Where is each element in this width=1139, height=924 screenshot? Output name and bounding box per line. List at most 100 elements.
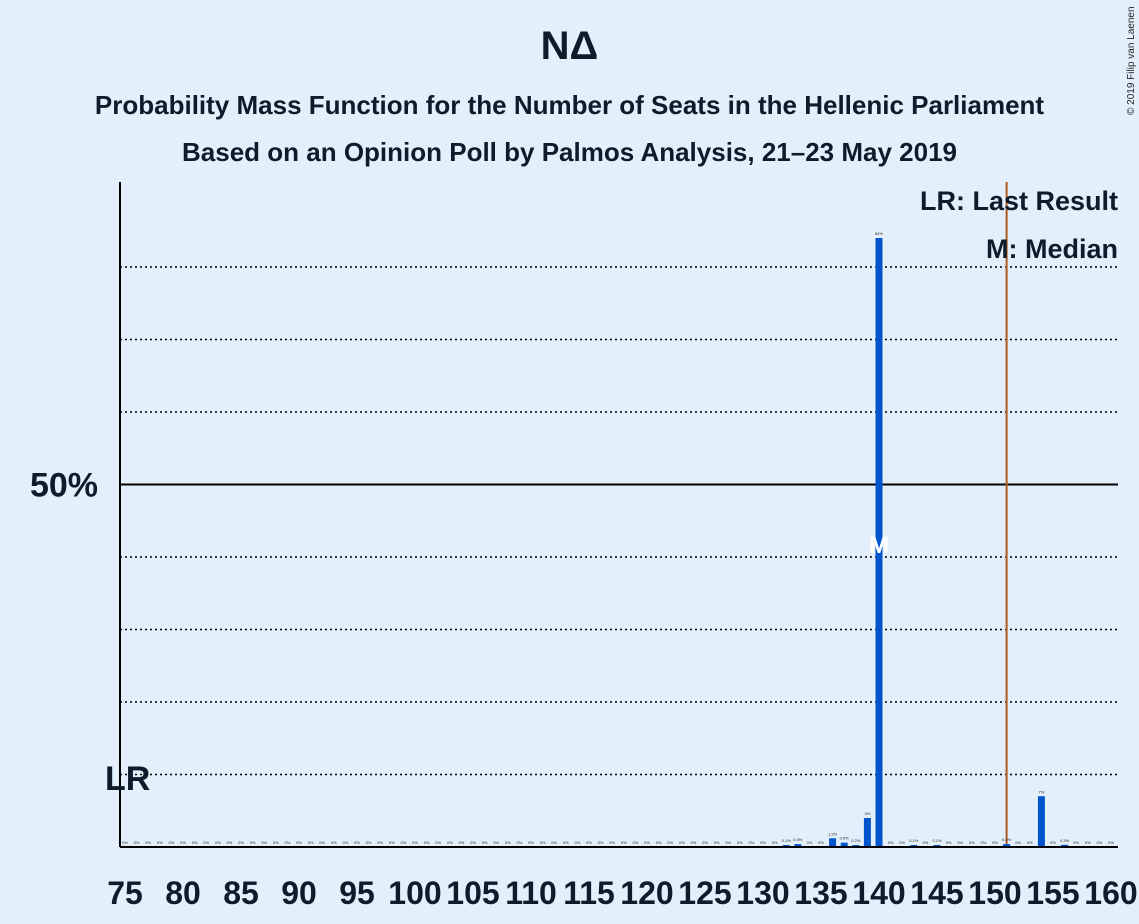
bar-label-159: 0%	[1097, 840, 1103, 845]
bar-label-108: 0%	[505, 840, 511, 845]
x-tick-150: 150	[968, 875, 1021, 911]
x-tick-145: 145	[910, 875, 963, 911]
x-tick-120: 120	[620, 875, 673, 911]
bar-label-160: 0%	[1108, 840, 1114, 845]
bar-label-88: 0%	[273, 840, 279, 845]
x-tick-125: 125	[678, 875, 731, 911]
x-tick-160: 160	[1084, 875, 1137, 911]
bar-label-101: 0%	[424, 840, 430, 845]
bar-label-90: 0%	[296, 840, 302, 845]
bar-label-115: 0%	[586, 840, 592, 845]
bar-label-130: 0%	[760, 840, 766, 845]
bar-label-103: 0%	[447, 840, 453, 845]
legend-median: M: Median	[986, 234, 1118, 264]
bar-label-120: 0%	[644, 840, 650, 845]
bar-label-157: 0%	[1073, 840, 1079, 845]
bar-label-141: 0%	[888, 840, 894, 845]
bar-label-118: 0%	[621, 840, 627, 845]
bar-label-155: 0%	[1050, 840, 1056, 845]
x-tick-155: 155	[1026, 875, 1079, 911]
bar-label-143: 0.1%	[909, 838, 919, 843]
bar-label-145: 0.1%	[932, 838, 942, 843]
bar-label-94: 0%	[343, 840, 349, 845]
x-tick-115: 115	[563, 875, 615, 911]
x-tick-85: 85	[223, 875, 259, 911]
bar-label-125: 0%	[702, 840, 708, 845]
bar-label-91: 0%	[308, 840, 314, 845]
bar-label-96: 0%	[366, 840, 372, 845]
bar-label-117: 0%	[609, 840, 615, 845]
axes: 50% LR	[30, 182, 1118, 848]
bar-label-95: 0%	[354, 840, 360, 845]
bar-140	[875, 238, 883, 847]
bar-label-78: 0%	[157, 840, 163, 845]
bar-label-140: 84%	[875, 231, 883, 236]
bar-label-126: 0%	[714, 840, 720, 845]
bar-label-147: 0%	[957, 840, 963, 845]
bar-value-labels: 0% 0% 0% 0% 0% 0% 0% 0% 0% 0% 0% 0% 0% 0% 0% 0% 0% 0% 0% 0%…	[122, 231, 1114, 845]
bar-label-123: 0%	[679, 840, 685, 845]
y-tick-label-50: 50%	[30, 467, 98, 505]
bar-label-146: 0%	[946, 840, 952, 845]
chart-title: ΝΔ	[540, 24, 599, 68]
bar-label-97: 0%	[377, 840, 383, 845]
lr-axis-label: LR	[105, 760, 150, 798]
median-mark: M	[869, 532, 889, 559]
bar-label-121: 0%	[656, 840, 662, 845]
bar-label-79: 0%	[169, 840, 175, 845]
bar-154	[1037, 796, 1045, 847]
bar-label-144: 0%	[923, 840, 929, 845]
bar-label-112: 0%	[551, 840, 557, 845]
x-tick-105: 105	[446, 875, 499, 911]
bar-label-151: 0.4%	[1002, 837, 1012, 842]
median-marker: M	[869, 532, 889, 559]
bar-label-156: 0.3%	[1060, 838, 1070, 843]
x-tick-140: 140	[852, 875, 905, 911]
bar-label-110: 0%	[528, 840, 534, 845]
bar-label-76: 0%	[134, 840, 140, 845]
x-tick-110: 110	[505, 875, 557, 911]
bar-label-104: 0%	[459, 840, 465, 845]
grid-lines	[120, 266, 1118, 776]
bar-label-102: 0%	[435, 840, 441, 845]
bar-label-81: 0%	[192, 840, 198, 845]
bar-136	[829, 838, 837, 847]
bar-label-158: 0%	[1085, 840, 1091, 845]
chart-subtitle-poll: Based on an Opinion Poll by Palmos Analy…	[182, 137, 957, 167]
bar-label-93: 0%	[331, 840, 337, 845]
bar-label-127: 0%	[725, 840, 731, 845]
bar-label-135: 0%	[818, 840, 824, 845]
bar-label-105: 0%	[470, 840, 476, 845]
bar-label-124: 0%	[691, 840, 697, 845]
x-tick-90: 90	[281, 875, 317, 911]
bar-label-99: 0%	[401, 840, 407, 845]
bar-label-122: 0%	[667, 840, 673, 845]
bar-label-75: 0%	[122, 840, 128, 845]
bar-156	[1061, 844, 1069, 847]
bar-label-109: 0%	[517, 840, 523, 845]
x-tick-130: 130	[736, 875, 789, 911]
bar-label-80: 0%	[180, 840, 186, 845]
bar-label-77: 0%	[145, 840, 151, 845]
x-tick-135: 135	[794, 875, 847, 911]
x-tick-labels: 75 80 85 90 95 100 105 110 115 120 125 130 135 140 145…	[107, 875, 1137, 911]
bar-label-137: 0.6%	[840, 836, 850, 841]
bar-151	[1003, 844, 1011, 847]
bar-label-142: 0%	[899, 840, 905, 845]
bar-label-100: 0%	[412, 840, 418, 845]
bar-label-150: 0%	[992, 840, 998, 845]
bar-label-111: 0%	[540, 840, 546, 845]
bar-label-149: 0%	[981, 840, 987, 845]
bar-label-131: 0%	[772, 840, 778, 845]
bar-label-116: 0%	[598, 840, 604, 845]
bar-label-148: 0%	[969, 840, 975, 845]
bar-label-129: 0%	[749, 840, 755, 845]
bar-label-113: 0%	[563, 840, 569, 845]
legend: LR: Last Result M: Median	[920, 186, 1118, 264]
bar-label-107: 0%	[493, 840, 499, 845]
bar-label-119: 0%	[633, 840, 639, 845]
bar-label-128: 0%	[737, 840, 743, 845]
bar-label-82: 0%	[203, 840, 209, 845]
bar-label-138: 0.2%	[851, 838, 861, 843]
